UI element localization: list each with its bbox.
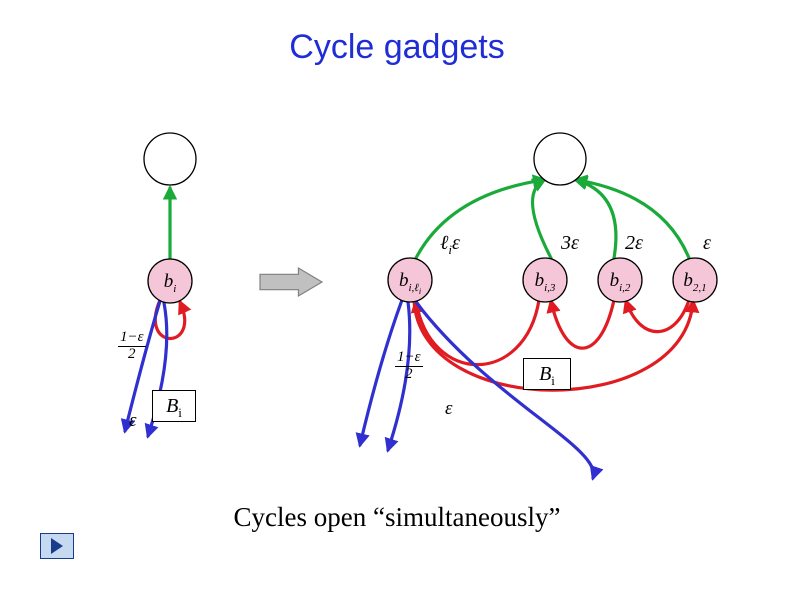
right-fraction-label: 1−ε2 [395, 350, 423, 383]
left-epsilon-label: ε [129, 410, 137, 432]
left-epsilon-text: ε [129, 410, 137, 431]
right-epsilon-text: ε [445, 398, 453, 419]
left-fraction-label: 1−ε2 [118, 330, 146, 363]
right-epsilon-label: ε [445, 398, 453, 420]
right-edge-label-3: ε [703, 232, 711, 255]
right-edge-label-0: ℓiε [440, 232, 460, 258]
right-edge-label-2: 2ε [625, 232, 643, 255]
next-slide-button[interactable] [40, 533, 74, 559]
right-Bi-box: Bi [523, 358, 571, 390]
right-edge-label-1: 3ε [561, 232, 579, 255]
play-icon [51, 538, 63, 554]
left-Bi-box: Bi [152, 390, 196, 422]
diagram-svg: bibi,ℓibi,3bi,2b2,1 [0, 0, 794, 595]
